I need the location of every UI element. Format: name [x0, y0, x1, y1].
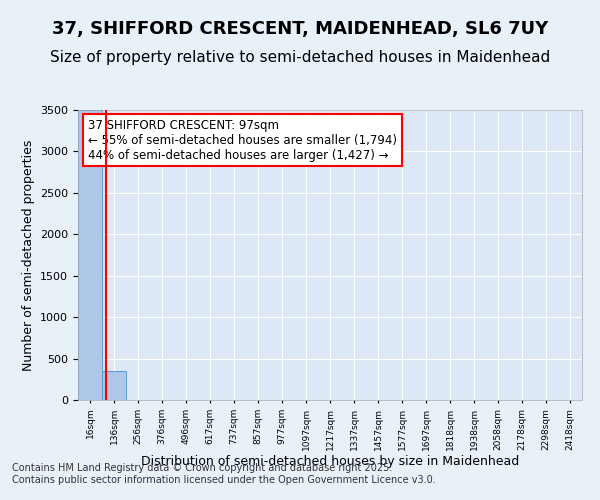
Text: Contains HM Land Registry data © Crown copyright and database right 2025.
Contai: Contains HM Land Registry data © Crown c… [12, 464, 436, 485]
Y-axis label: Number of semi-detached properties: Number of semi-detached properties [22, 140, 35, 370]
Text: Size of property relative to semi-detached houses in Maidenhead: Size of property relative to semi-detach… [50, 50, 550, 65]
Bar [78, 110, 102, 400]
Bar [102, 371, 126, 400]
Text: 37, SHIFFORD CRESCENT, MAIDENHEAD, SL6 7UY: 37, SHIFFORD CRESCENT, MAIDENHEAD, SL6 7… [52, 20, 548, 38]
X-axis label: Distribution of semi-detached houses by size in Maidenhead: Distribution of semi-detached houses by … [141, 456, 519, 468]
Text: 37 SHIFFORD CRESCENT: 97sqm
← 55% of semi-detached houses are smaller (1,794)
44: 37 SHIFFORD CRESCENT: 97sqm ← 55% of sem… [88, 118, 397, 162]
